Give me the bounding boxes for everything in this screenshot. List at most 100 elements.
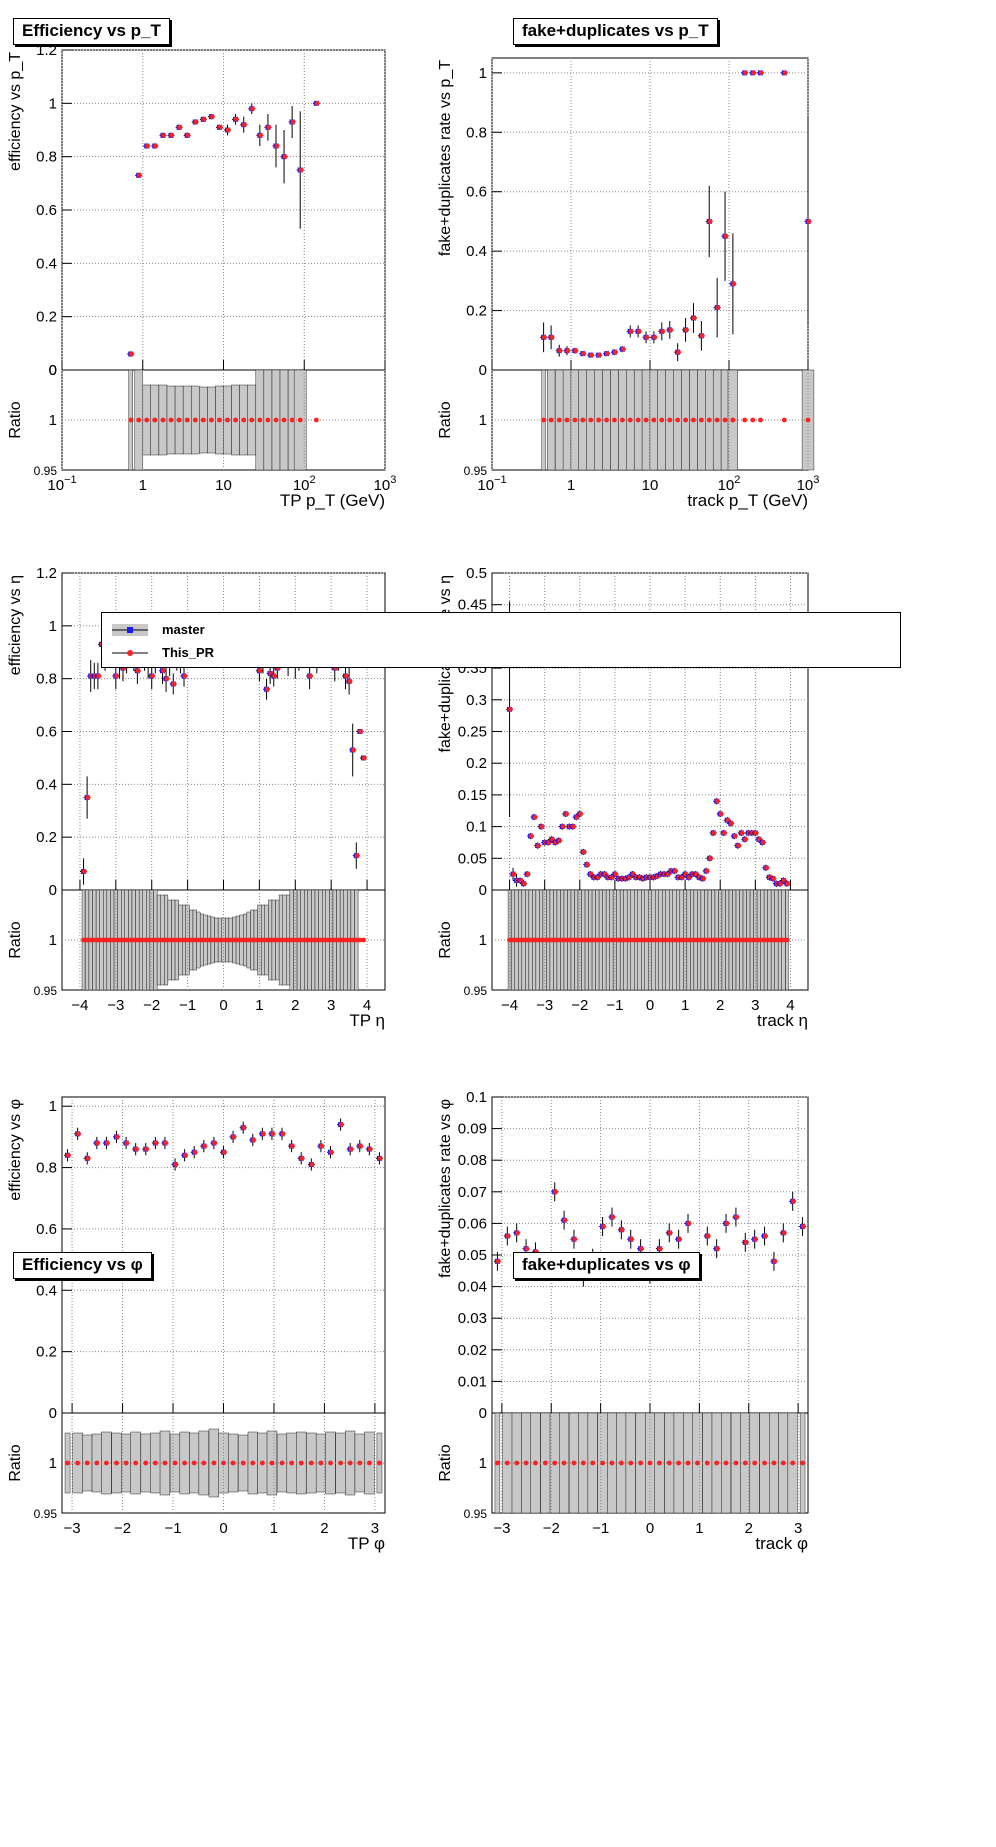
x-tick-label: −2 [543, 1520, 560, 1537]
ratio-panel: 1 0.95 Ratio [7, 1412, 386, 1521]
ratio-point [566, 937, 572, 943]
x-tick-label: −2 [143, 997, 160, 1014]
ratio-point [235, 937, 241, 943]
pr-point [298, 167, 304, 173]
ratio-point [278, 937, 284, 943]
ratio-point [188, 937, 194, 943]
pr-point [736, 843, 741, 849]
ratio-point [683, 417, 688, 423]
ratio-point [264, 937, 269, 943]
pr-point [183, 1152, 188, 1158]
pr-point [536, 843, 541, 849]
ratio-ylabel: Ratio [437, 1444, 454, 1481]
ratio-point [303, 937, 309, 943]
pr-point [173, 1162, 179, 1167]
ratio-ylabel: Ratio [7, 401, 24, 438]
ratio-point [659, 417, 665, 423]
ratio-point [128, 417, 134, 423]
ratio-point [357, 937, 363, 943]
pr-point [314, 100, 320, 106]
pr-point [511, 871, 517, 877]
ratio-point [573, 937, 579, 943]
pr-point [76, 1131, 81, 1137]
pr-point [619, 1227, 625, 1233]
ratio-point [117, 937, 122, 943]
ratio-point [571, 1460, 577, 1466]
ratio-point [559, 937, 565, 943]
ratio-point [350, 937, 356, 943]
ratio-point [580, 1460, 586, 1466]
x-tick-label: 2 [745, 1520, 753, 1537]
ratio-point [377, 1460, 382, 1466]
pr-point [636, 328, 642, 334]
ratio-point [314, 937, 320, 943]
pr-point [660, 328, 665, 334]
ratio-point [759, 937, 765, 943]
ratio-point [750, 417, 756, 423]
ratio-point [580, 417, 586, 423]
ratio-point [152, 937, 158, 943]
y-tick-label: 0 [49, 362, 57, 379]
ratio-point [630, 937, 635, 943]
y-tick-label: 0.08 [458, 1152, 487, 1169]
y-tick-label: 0.6 [36, 1221, 57, 1238]
ratio-point [75, 1460, 81, 1466]
pr-point [729, 821, 734, 826]
ratio-point [651, 417, 657, 423]
pr-point [272, 673, 277, 679]
ratio-point [672, 937, 677, 943]
pr-point [683, 327, 689, 333]
ratio-point [249, 417, 255, 423]
ratio-point [528, 937, 534, 943]
ratio-point [704, 1460, 710, 1466]
ratio-point [269, 1460, 275, 1466]
pr-point [264, 686, 270, 692]
y-tick-label: 0.01 [458, 1373, 487, 1390]
ratio-point [241, 417, 247, 423]
ratio-point [651, 937, 656, 943]
ratio-point [514, 937, 519, 943]
ratio-point [210, 937, 216, 943]
x-tick-label: −1 [592, 1520, 609, 1537]
ratio-point [298, 1460, 304, 1466]
pr-point [629, 1236, 634, 1242]
pr-point [562, 1217, 568, 1223]
ratio-tick-label: 1 [49, 412, 57, 429]
pr-point [723, 233, 729, 239]
ratio-point [691, 417, 696, 423]
ratio-point [612, 937, 618, 943]
ratio-point [95, 937, 101, 943]
ratio-point [714, 417, 720, 423]
pr-point [145, 143, 150, 149]
ratio-tick-label: 0.95 [464, 1507, 488, 1521]
x-tick-label: −1 [164, 1520, 181, 1537]
pr-point [522, 881, 527, 887]
x-tick-label: 1 [255, 997, 263, 1014]
x-tick-label: 1 [567, 477, 575, 494]
pr-point [377, 1155, 383, 1161]
pr-point [718, 811, 724, 817]
ratio-point [623, 937, 628, 943]
ratio-point [542, 937, 548, 943]
y-tick-label: 0.1 [466, 819, 487, 836]
ratio-point [307, 937, 313, 943]
ratio-point [162, 1460, 168, 1466]
x-axis-title: track η [757, 1011, 808, 1030]
ratio-point [353, 937, 359, 943]
ratio-point [192, 417, 198, 423]
ratio-point [347, 1460, 353, 1466]
ratio-point [297, 417, 303, 423]
pr-point [81, 869, 87, 874]
y-tick-label: 0.2 [466, 755, 487, 772]
pr-point [667, 1230, 673, 1236]
pr-point [743, 836, 748, 842]
x-tick-label: 0 [219, 1520, 227, 1537]
ratio-point [265, 417, 271, 423]
ratio-point [523, 1460, 529, 1466]
ratio-point [292, 937, 298, 943]
x-tick-label: 10−1 [47, 474, 76, 494]
x-tick-label: 10 [215, 477, 232, 494]
ratio-point [584, 937, 590, 943]
x-tick-label: 102 [718, 474, 741, 494]
ratio-point [94, 1460, 100, 1466]
